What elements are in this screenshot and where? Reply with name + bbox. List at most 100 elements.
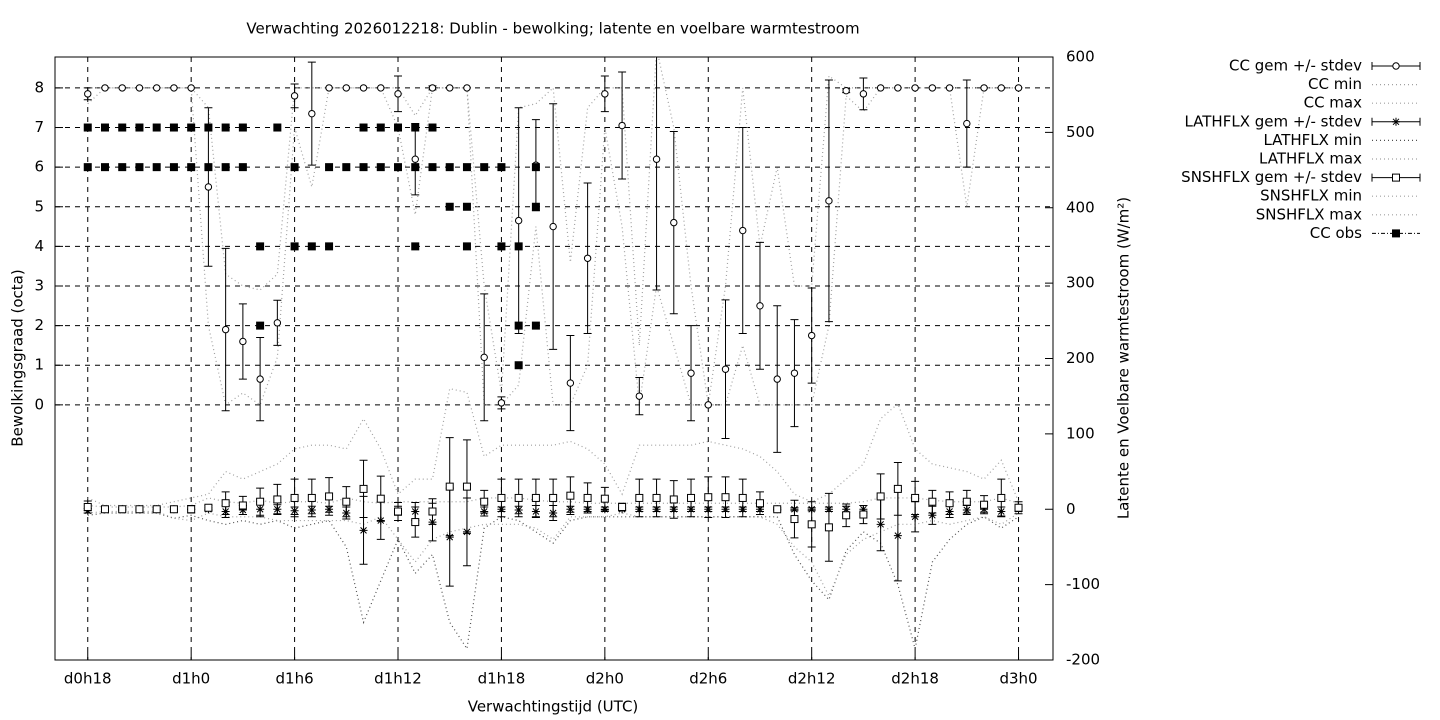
cc-marker — [773, 375, 781, 383]
obs-marker — [514, 242, 523, 251]
obs-marker — [514, 361, 523, 370]
cc-marker — [497, 399, 506, 407]
x-tick-label: d1h12 — [374, 670, 422, 688]
y-tick-label: 7 — [34, 118, 44, 136]
snshflx-marker — [945, 499, 954, 508]
obs-marker — [411, 163, 420, 172]
cc-marker — [583, 254, 592, 262]
snshflx-marker — [928, 497, 937, 506]
cc-marker — [911, 84, 919, 92]
obs-marker — [187, 163, 196, 172]
obs-marker — [497, 242, 506, 251]
obs-marker — [256, 321, 265, 330]
cc-marker — [721, 365, 730, 373]
y-tick-label: 3 — [34, 276, 44, 294]
lathflx-marker — [928, 511, 937, 520]
snshflx-marker — [135, 505, 144, 514]
obs-marker — [462, 202, 471, 211]
y2-tick-label: 200 — [1066, 349, 1095, 367]
obs-marker — [238, 163, 247, 172]
legend-entry: CC gem +/- stdev — [1229, 57, 1421, 75]
snshflx-marker — [428, 507, 437, 516]
obs-marker — [152, 123, 161, 132]
snshflx-marker — [807, 520, 816, 529]
y2-tick-label: 100 — [1066, 424, 1095, 442]
legend-label: CC max — [1304, 94, 1363, 112]
obs-marker — [428, 163, 437, 172]
snshflx-marker — [187, 505, 196, 514]
legend-entry: SNSHFLX min — [1260, 187, 1420, 205]
cc-marker — [480, 353, 488, 362]
cc-marker — [704, 401, 712, 409]
obs-marker — [462, 242, 471, 251]
obs-marker — [221, 163, 230, 172]
obs-marker — [273, 123, 282, 132]
plot-frame — [54, 56, 1054, 661]
cc-marker — [635, 392, 644, 400]
obs-marker — [169, 163, 178, 172]
legend-label: SNSHFLX min — [1260, 187, 1362, 205]
snshflx-marker — [618, 502, 627, 511]
y2-tick-label: 500 — [1066, 123, 1095, 141]
obs-marker — [462, 163, 471, 172]
x-tick-label: d1h0 — [172, 670, 210, 688]
obs-marker — [152, 163, 161, 172]
snshflx-marker — [514, 493, 523, 502]
x-tick-label: d2h18 — [891, 670, 939, 688]
snshflx-marker — [842, 511, 851, 520]
cc-marker — [807, 331, 816, 340]
cc-marker — [894, 84, 902, 92]
obs-marker — [531, 202, 540, 211]
obs-marker — [394, 123, 403, 132]
y-tick-label: 2 — [34, 316, 44, 334]
snshflx-marker — [480, 497, 489, 506]
snshflx-marker — [911, 493, 920, 502]
cc-marker — [101, 84, 109, 92]
cc-marker — [825, 197, 833, 205]
x-tick-label: d2h12 — [788, 670, 836, 688]
obs-marker — [514, 321, 523, 330]
snshflx-marker — [755, 499, 764, 508]
y2-tick-label: -200 — [1066, 651, 1100, 669]
obs-marker — [100, 123, 109, 132]
snshflx-marker — [1014, 503, 1023, 512]
snshflx-marker — [325, 492, 334, 501]
y-tick-label: 6 — [34, 158, 44, 176]
snshflx-marker — [152, 505, 161, 514]
cc-marker — [1014, 84, 1023, 92]
legend-entry: LATHFLX max — [1259, 150, 1420, 168]
snshflx-marker — [790, 515, 799, 524]
obs-marker — [531, 321, 540, 330]
snshflx-marker — [83, 502, 92, 511]
snshflx-marker — [204, 503, 213, 512]
obs-marker — [411, 242, 420, 251]
snshflx-marker — [342, 497, 351, 506]
chart-title: Verwachting 2026012218: Dublin - bewolki… — [246, 20, 859, 38]
legend-label: SNSHFLX max — [1256, 205, 1362, 223]
obs-marker — [100, 163, 109, 172]
legend-entry: LATHFLX gem +/- stdev — [1184, 112, 1421, 130]
y2-tick-label: 0 — [1066, 500, 1076, 518]
snshflx-marker — [445, 482, 454, 491]
obs-marker — [135, 123, 144, 132]
obs-marker — [394, 163, 403, 172]
x-tick-label: d2h6 — [689, 670, 727, 688]
obs-marker — [480, 163, 489, 172]
cc-marker — [842, 86, 850, 95]
legend-entry: CC max — [1304, 94, 1420, 112]
lathflx-marker — [911, 512, 920, 521]
legend-entry: CC obs — [1310, 224, 1420, 242]
cc-marker — [187, 84, 195, 92]
snshflx-marker — [256, 497, 265, 506]
cc-marker — [273, 319, 282, 327]
cc-marker — [170, 84, 178, 92]
cc-marker — [687, 369, 695, 377]
cc-marker — [411, 155, 419, 163]
cc-marker — [308, 109, 316, 118]
cc-marker — [670, 218, 678, 227]
range-line — [87, 497, 1019, 508]
snshflx-marker — [118, 505, 127, 514]
cc-marker — [980, 84, 988, 92]
